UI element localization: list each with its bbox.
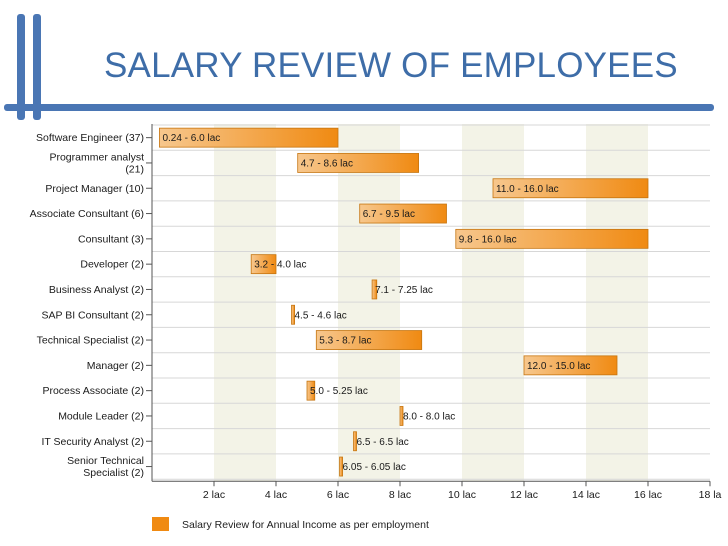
category-label: Programmer analyst (21)	[49, 151, 144, 175]
x-tick-label: 14 lac	[572, 489, 600, 501]
salary-range-bar	[339, 456, 343, 477]
category-label: Software Engineer (37)	[36, 132, 144, 144]
bar-data-label: 6.7 - 9.5 lac	[363, 209, 415, 220]
bar-data-label: 4.5 - 4.6 lac	[295, 310, 347, 321]
bar-data-label: 6.5 - 6.5 lac	[357, 437, 409, 448]
bar-data-label: 0.24 - 6.0 lac	[162, 133, 220, 144]
salary-range-bar	[359, 203, 447, 224]
salary-range-bar	[159, 127, 339, 148]
x-tick-label: 4 lac	[265, 489, 287, 501]
salary-range-bar	[250, 254, 277, 275]
x-tick-label: 12 lac	[510, 489, 538, 501]
salary-range-bar	[399, 406, 404, 426]
x-axis-ticks: 2 lac 4 lac 6 lac 8 lac 10 lac 12 lac 14 lac 16…	[203, 481, 722, 501]
bar-data-label: 5.3 - 8.7 lac	[319, 336, 371, 347]
category-label: Associate Consultant (6)	[30, 208, 144, 220]
bar-data-label: 3.2 - 4.0 lac	[254, 260, 306, 271]
accent-bar-vertical-1	[17, 14, 25, 120]
salary-range-bar	[371, 279, 378, 300]
salary-range-bar	[291, 304, 295, 325]
x-tick-label: 16 lac	[634, 489, 662, 501]
salary-range-bar	[306, 380, 316, 401]
category-label: Manager (2)	[87, 360, 144, 372]
bars	[159, 127, 649, 477]
category-label: Senior Technical Specialist (2)	[67, 455, 144, 479]
x-tick-label: 6 lac	[327, 489, 349, 501]
x-tick-label: 2 lac	[203, 489, 225, 501]
bar-data-label: 12.0 - 15.0 lac	[527, 361, 590, 372]
bar-labels: 0.24 - 6.0 lac 4.7 - 8.6 lac 11.0 - 16.0 l…	[162, 133, 590, 473]
bar-data-label: 7.1 - 7.25 lac	[375, 285, 433, 296]
salary-range-bar	[523, 355, 618, 376]
category-labels: Software Engineer (37) Programmer analyst…	[30, 132, 152, 479]
category-label: IT Security Analyst (2)	[41, 436, 144, 448]
slide-title: SALARY REVIEW OF EMPLOYEES	[104, 46, 678, 85]
x-tick-label: 10 lac	[448, 489, 476, 501]
legend-label: Salary Review for Annual Income as per e…	[182, 519, 429, 531]
x-tick-label: 18 la	[699, 489, 722, 501]
bar-data-label: 5.0 - 5.25 lac	[310, 386, 368, 397]
legend-swatch	[152, 517, 169, 531]
axes	[151, 124, 710, 482]
category-label: Developer (2)	[80, 259, 144, 271]
category-label: Consultant (3)	[78, 233, 144, 245]
salary-range-bar	[492, 178, 649, 199]
salary-range-bar	[297, 153, 420, 173]
accent-bar-horizontal	[4, 104, 714, 111]
bar-data-label: 6.05 - 6.05 lac	[343, 462, 406, 473]
legend: Salary Review for Annual Income as per e…	[152, 517, 429, 531]
category-label: Technical Specialist (2)	[37, 335, 144, 347]
bar-data-label: 11.0 - 16.0 lac	[496, 184, 559, 195]
bar-data-label: 4.7 - 8.6 lac	[301, 158, 353, 169]
category-label: Business Analyst (2)	[49, 284, 144, 296]
bar-data-label: 9.8 - 16.0 lac	[459, 234, 517, 245]
gridlines	[152, 124, 710, 480]
category-label: Process Associate (2)	[42, 385, 144, 397]
category-label: Project Manager (10)	[45, 183, 144, 195]
salary-range-bar	[353, 431, 357, 452]
x-tick-label: 8 lac	[389, 489, 411, 501]
accent-bar-vertical-2	[33, 14, 41, 120]
category-label: Module Leader (2)	[58, 410, 144, 422]
salary-range-bar	[455, 228, 649, 249]
category-label: SAP BI Consultant (2)	[41, 309, 144, 321]
salary-range-bar	[315, 330, 423, 350]
bar-data-label: 8.0 - 8.0 lac	[403, 411, 455, 422]
